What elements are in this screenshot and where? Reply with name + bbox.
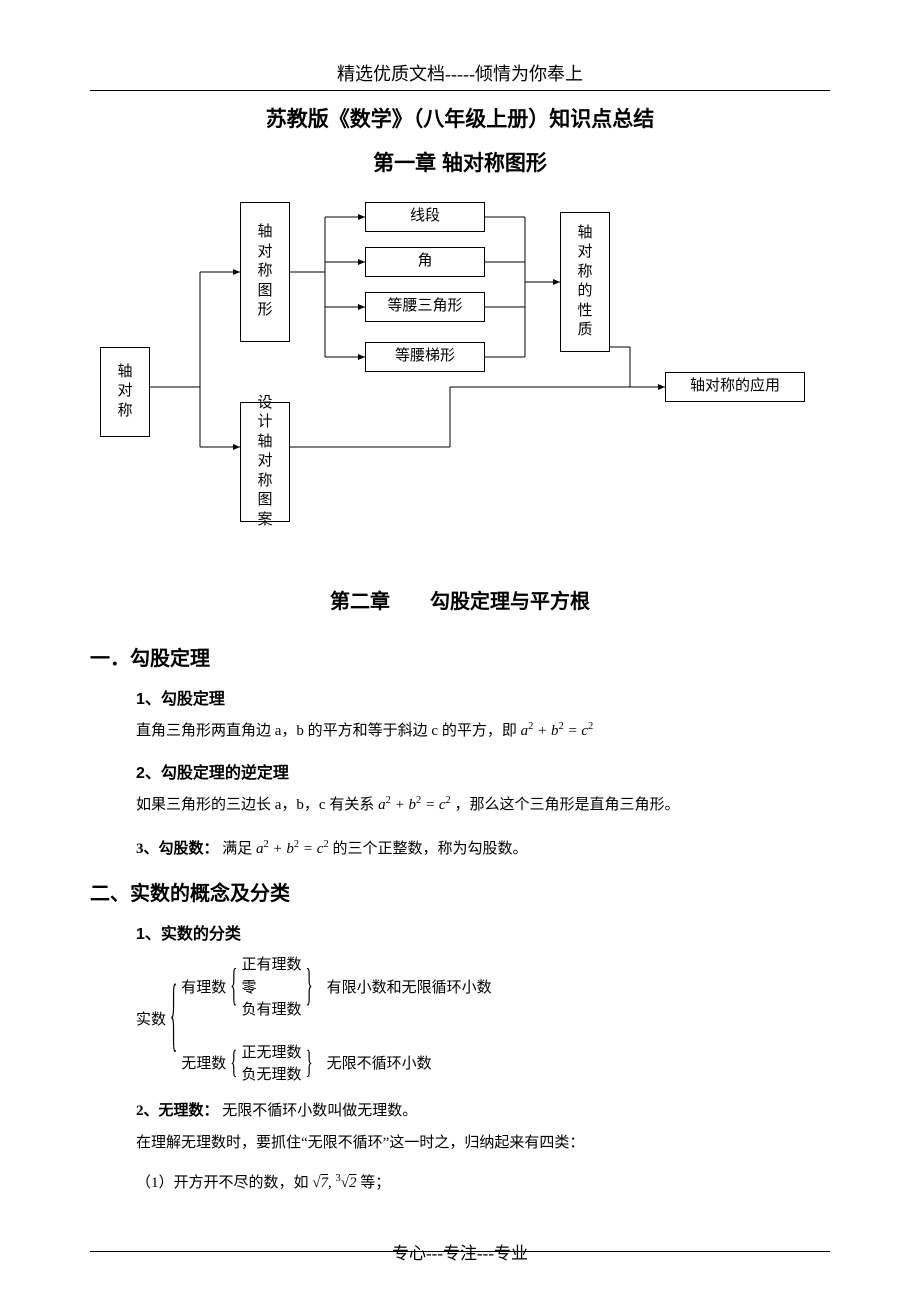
tree-irr-pos: 正无理数 [241, 1042, 301, 1065]
tree-rat-neg: 负有理数 [241, 999, 301, 1022]
document-title: 苏教版《数学》（八年级上册）知识点总结 [90, 103, 830, 133]
s2-p1-heading: 1、实数的分类 [136, 920, 830, 944]
section-gougu: 一．勾股定理 [90, 642, 830, 671]
node-shapes-label: 轴对称图形 [257, 223, 272, 321]
tree-root: 实数 [136, 1009, 166, 1032]
s1-p2-t2: ，那么这个三角形是直角三角形。 [455, 797, 680, 813]
formula-pythag-1: a2 + b2 = c2 [521, 723, 594, 739]
node-angle: 角 [365, 247, 485, 277]
page-footer: 专心---专注---专业 [0, 1239, 920, 1264]
s2-p4-t1: （1）开方开不尽的数，如 [136, 1175, 309, 1191]
node-design: 设计轴对称图案 [240, 402, 290, 522]
formula-pythag-3: a2 + b2 = c2 [256, 841, 329, 857]
axial-symmetry-diagram: 轴对称 轴对称图形 设计轴对称图案 线段 角 等腰三角形 等腰梯形 轴对称的性质… [90, 187, 830, 527]
s2-p4-t2: 等； [360, 1175, 390, 1191]
s1-p3-t2: 的三个正整数，称为勾股数。 [332, 841, 527, 857]
chapter2-title: 第二章 勾股定理与平方根 [90, 585, 830, 614]
brace-icon: } [305, 1039, 312, 1089]
tree-irrational: 无理数 [181, 1053, 226, 1076]
brace-icon: } [305, 954, 312, 1022]
s1-p1-text: 直角三角形两直角边 a，b 的平方和等于斜边 c 的平方，即 a2 + b2 =… [136, 719, 830, 743]
s2-p3: 在理解无理数时，要抓住“无限不循环”这一时之，归纳起来有四类： [136, 1131, 830, 1155]
node-design-label: 设计轴对称图案 [257, 394, 272, 531]
s2-p2-text: 无限不循环小数叫做无理数。 [222, 1103, 417, 1119]
brace-icon: { [230, 1039, 237, 1089]
s1-p3-t1: 满足 [222, 841, 252, 857]
tree-rat-zero: 零 [241, 977, 301, 1000]
s1-p2-t1: 如果三角形的三边长 a，b，c 有关系 [136, 797, 374, 813]
s2-p2: 2、无理数： 无限不循环小数叫做无理数。 [136, 1099, 830, 1123]
s1-p2-text: 如果三角形的三边长 a，b，c 有关系 a2 + b2 = c2 ，那么这个三角… [136, 793, 830, 817]
node-properties-label: 轴对称的性质 [577, 224, 592, 341]
page-header: 精选优质文档-----倾情为你奉上 [90, 60, 830, 86]
s1-p2-heading: 2、勾股定理的逆定理 [136, 759, 830, 783]
s1-p1-text-span: 直角三角形两直角边 a，b 的平方和等于斜边 c 的平方，即 [136, 723, 517, 739]
chapter1-title: 第一章 轴对称图形 [90, 147, 830, 177]
node-segment: 线段 [365, 202, 485, 232]
tree-rat-note: 有限小数和无限循环小数 [327, 977, 492, 1000]
brace-icon: { [230, 954, 237, 1022]
tree-irr-note: 无限不循环小数 [327, 1053, 432, 1076]
tree-rat-pos: 正有理数 [241, 954, 301, 977]
s2-p2-heading: 2、无理数： [136, 1103, 219, 1119]
tree-rational: 有理数 [181, 977, 226, 1000]
brace-icon: { [170, 958, 177, 1082]
s1-p3-heading: 3、勾股数： [136, 841, 219, 857]
node-root-label: 轴对称 [117, 363, 132, 422]
formula-pythag-2: a2 + b2 = c2 [378, 797, 451, 813]
real-number-tree: 实数 { 有理数 { 正有理数 零 负有理数 } 有限小数和无限循环小数 [136, 954, 830, 1087]
s2-p4: （1）开方开不尽的数，如 √7, 3√2 等； [136, 1171, 830, 1195]
node-iso-triangle: 等腰三角形 [365, 292, 485, 322]
formula-roots: √7, 3√2 [312, 1175, 356, 1191]
node-shapes: 轴对称图形 [240, 202, 290, 342]
section-real-numbers: 二、实数的概念及分类 [90, 877, 830, 906]
s1-p3: 3、勾股数： 满足 a2 + b2 = c2 的三个正整数，称为勾股数。 [136, 837, 830, 861]
node-application: 轴对称的应用 [665, 372, 805, 402]
header-rule [90, 90, 830, 91]
node-iso-trapezoid: 等腰梯形 [365, 342, 485, 372]
node-properties: 轴对称的性质 [560, 212, 610, 352]
node-root: 轴对称 [100, 347, 150, 437]
tree-irr-neg: 负无理数 [241, 1064, 301, 1087]
s1-p1-heading: 1、勾股定理 [136, 685, 830, 709]
